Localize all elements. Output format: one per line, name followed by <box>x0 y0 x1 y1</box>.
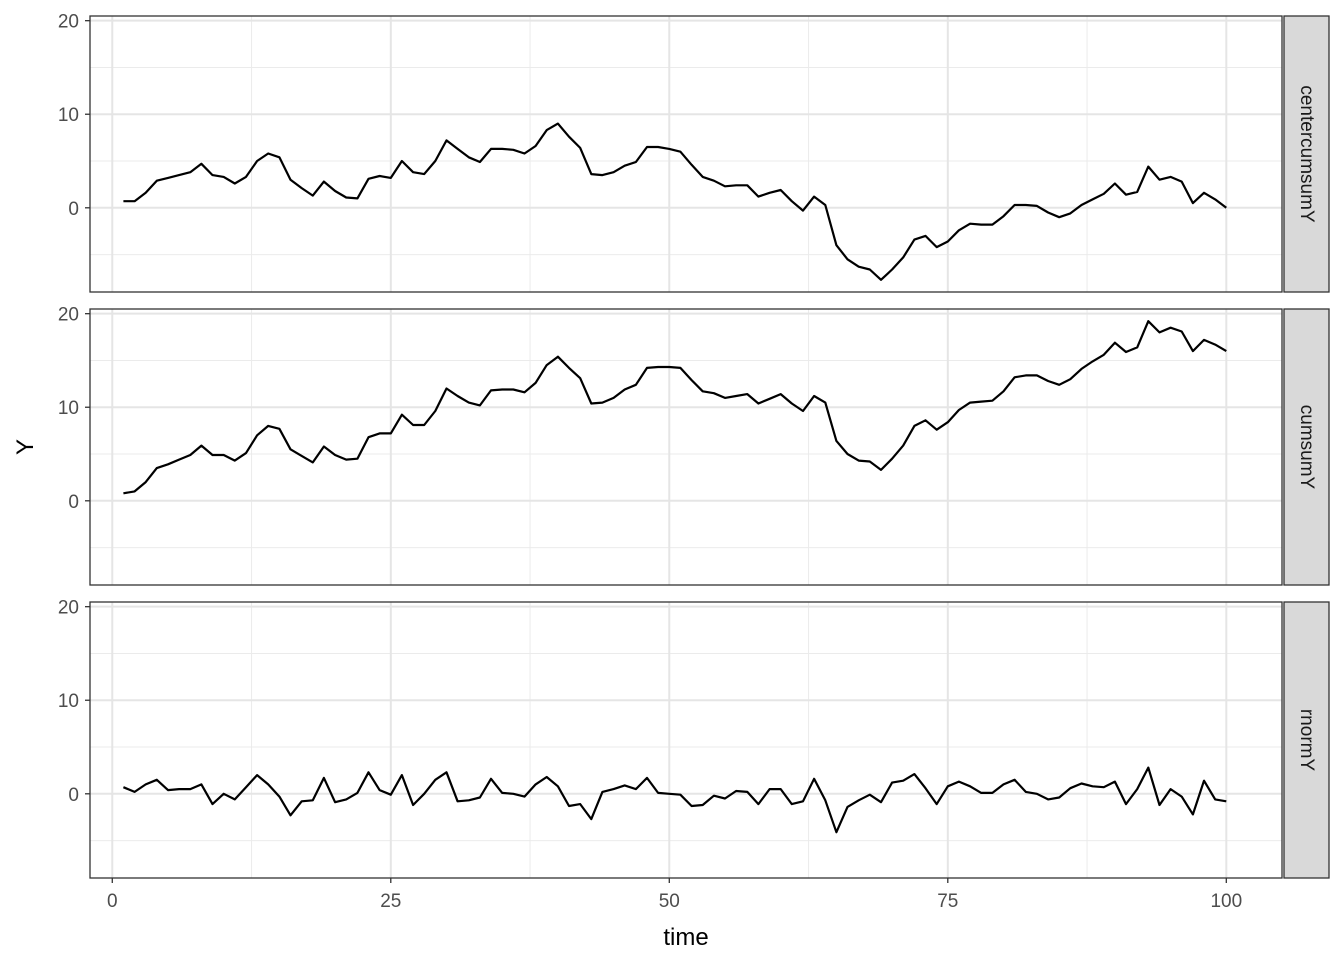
facet-panel-cumsumY: 0 10 20 cumsumY <box>58 305 1330 586</box>
series-line-cumsumY <box>123 320 1227 495</box>
panel-background <box>90 602 1282 878</box>
facet-strip <box>1283 601 1330 879</box>
y-tick-label: 0 <box>68 785 79 806</box>
x-tick-label: 100 <box>1210 891 1242 912</box>
y-tick-label: 20 <box>58 12 79 33</box>
facet-strip-label: rnormY <box>1296 709 1317 772</box>
y-tick-label: 10 <box>58 691 79 712</box>
panel-background <box>90 16 1282 292</box>
y-tick-label: 20 <box>58 598 79 619</box>
panel-border <box>89 601 1283 879</box>
facet-strip <box>1283 15 1330 293</box>
y-tick-label: 0 <box>68 492 79 513</box>
y-axis-title: Y <box>12 439 39 455</box>
x-tick-label: 50 <box>659 891 680 912</box>
x-tick-label: 25 <box>380 891 401 912</box>
y-tick-label: 10 <box>58 398 79 419</box>
x-tick-label: 75 <box>937 891 958 912</box>
facet-strip-label: cumsumY <box>1296 405 1317 490</box>
x-axis: 0 25 50 75 100 <box>107 878 1242 912</box>
x-tick-label: 0 <box>107 891 118 912</box>
x-axis-title: time <box>663 924 708 951</box>
facet-panel-centercumsumY: 0 10 20 centercumsumY <box>58 12 1330 293</box>
facet-strip-label: centercumsumY <box>1296 85 1317 223</box>
panel-border <box>89 15 1283 293</box>
facet-strip <box>1283 308 1330 586</box>
panel-background <box>90 309 1282 585</box>
panel-border <box>89 308 1283 586</box>
series-line-centercumsumY <box>123 122 1227 281</box>
y-tick-label: 20 <box>58 305 79 326</box>
y-tick-label: 0 <box>68 199 79 220</box>
facet-panel-rnormY: 0 10 20 rnormY <box>58 598 1330 879</box>
panels-layer: 0 10 20 centercumsumY 0 10 20 cumsumY 0 10 20 rnorm… <box>58 12 1330 879</box>
series-line-rnormY <box>122 766 1227 834</box>
y-tick-label: 10 <box>58 105 79 126</box>
